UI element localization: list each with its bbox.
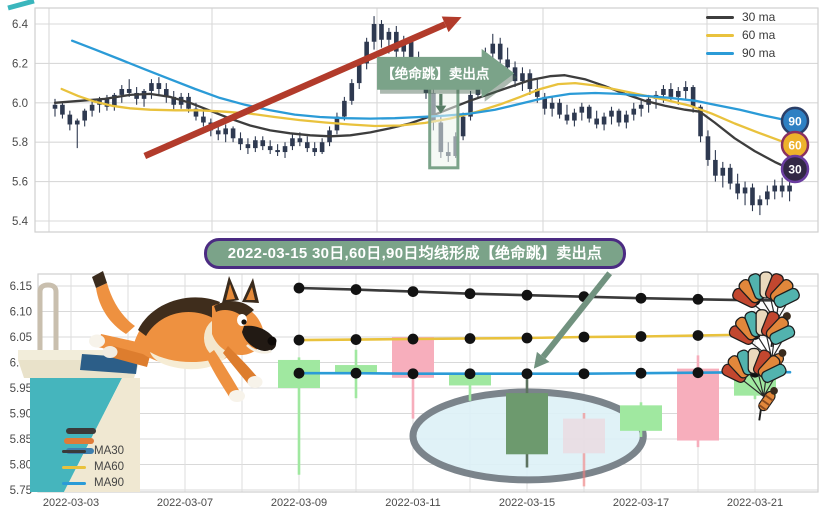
ma-dot (749, 294, 761, 306)
legend-label: 60 ma (742, 28, 776, 42)
legend-item-ma90: MA90 (62, 477, 124, 489)
legend-label: 30 ma (742, 10, 776, 24)
svg-text:2022-03-21: 2022-03-21 (727, 497, 783, 509)
svg-text:2022-03-15: 2022-03-15 (499, 497, 555, 509)
ma-dot (464, 333, 476, 344)
svg-text:5.80: 5.80 (10, 460, 32, 472)
candle-2022-03-15 (506, 376, 548, 468)
ma-dot (692, 293, 704, 305)
svg-text:6.2: 6.2 (12, 58, 28, 70)
svg-text:5.75: 5.75 (10, 485, 32, 497)
legend-item-ma60: MA60 (62, 461, 124, 473)
candle-2022-03-17 (620, 402, 662, 437)
svg-text:2022-03-17: 2022-03-17 (613, 497, 669, 509)
sell-point-callout (377, 48, 515, 98)
ma-dot (635, 292, 647, 304)
svg-text:5.8: 5.8 (12, 137, 28, 149)
ma-dot (578, 368, 590, 380)
svg-text:6.4: 6.4 (12, 19, 29, 31)
ma-dot (350, 284, 362, 295)
ma60-line-swatch (706, 33, 734, 37)
svg-text:2022-03-07: 2022-03-07 (157, 497, 213, 509)
ma-dot (635, 367, 647, 379)
ma-dot (521, 289, 533, 301)
ma-dot (635, 331, 647, 342)
ma90-line-swatch (706, 51, 734, 55)
divider-title-text: 2022-03-15 30日,60日,90日均线形成【绝命跳】卖出点 (227, 245, 603, 262)
ma-dot (692, 367, 704, 379)
legend-item-30ma: 30 ma (706, 10, 775, 24)
legend-label: MA60 (94, 461, 125, 473)
ma-badge-30: 30 (780, 154, 810, 184)
ma-dot (692, 330, 704, 341)
svg-text:5.95: 5.95 (10, 383, 32, 395)
svg-text:2022-03-03: 2022-03-03 (43, 497, 99, 509)
legend-label: MA90 (94, 477, 125, 489)
ma-dot (749, 366, 761, 378)
svg-text:60: 60 (788, 138, 802, 152)
signal-highlight-box (428, 85, 460, 170)
svg-text:5.90: 5.90 (10, 409, 32, 421)
svg-text:6.0: 6.0 (12, 98, 28, 110)
top-chart: 6.4 6.2 6.0 5.8 5.6 5.4 【绝命跳】卖出点 90 60 30 (12, 7, 819, 233)
svg-text:2022-03-09: 2022-03-09 (271, 497, 327, 509)
svg-text:【绝命跳】卖出点: 【绝命跳】卖出点 (381, 65, 489, 81)
legend-item-90ma: 90 ma (706, 46, 775, 60)
ma60-line-swatch (62, 465, 86, 469)
top-candles (52, 16, 792, 216)
bottom-candles (278, 337, 776, 487)
ma30-line-swatch (62, 449, 86, 453)
ma-dot (521, 368, 533, 380)
ma-dot (293, 282, 305, 294)
legend-item-ma30: MA30 (62, 445, 124, 457)
ma-badge-60: 60 (780, 130, 810, 160)
svg-text:2022-03-11: 2022-03-11 (385, 497, 440, 509)
svg-text:30: 30 (788, 162, 802, 176)
ma-dot (464, 368, 476, 380)
ma90-line-swatch (62, 481, 86, 485)
candle-2022-03-18 (677, 355, 719, 448)
legend-item-60ma: 60 ma (706, 28, 775, 42)
svg-text:5.4: 5.4 (12, 216, 29, 228)
ma-dot (407, 286, 419, 298)
svg-text:5.6: 5.6 (12, 177, 28, 189)
ma-dot (749, 329, 761, 340)
svg-text:5.85: 5.85 (10, 434, 32, 446)
ma-dot (407, 333, 419, 345)
svg-text:6.00: 6.00 (10, 358, 32, 370)
ma-dot (578, 331, 590, 343)
bottom-legend: MA30 MA60 MA90 (62, 445, 124, 493)
bottom-chart: 6.15 6.10 6.05 6.00 5.95 5.90 5.85 5.80 5.75 2022… (10, 271, 819, 509)
legend-label: MA30 (94, 445, 125, 457)
svg-text:90: 90 (788, 114, 802, 128)
svg-text:6.10: 6.10 (10, 307, 32, 319)
ma-dot (350, 367, 362, 379)
ma-dot (407, 368, 419, 380)
ma-dot (293, 334, 305, 346)
ma-dot (293, 367, 305, 379)
legend-label: 90 ma (742, 46, 776, 60)
candle-2022-03-16 (563, 412, 605, 487)
top-legend: 30 ma 60 ma 90 ma (706, 10, 775, 64)
ma-badge-90: 90 (780, 106, 810, 136)
ma30-line-swatch (706, 15, 734, 19)
divider-title: 2022-03-15 30日,60日,90日均线形成【绝命跳】卖出点 (204, 238, 626, 269)
svg-text:6.15: 6.15 (10, 281, 32, 293)
ma-dot (521, 332, 533, 344)
ma-dot (464, 288, 476, 300)
ma-dot (350, 334, 362, 345)
svg-text:6.05: 6.05 (10, 332, 32, 344)
